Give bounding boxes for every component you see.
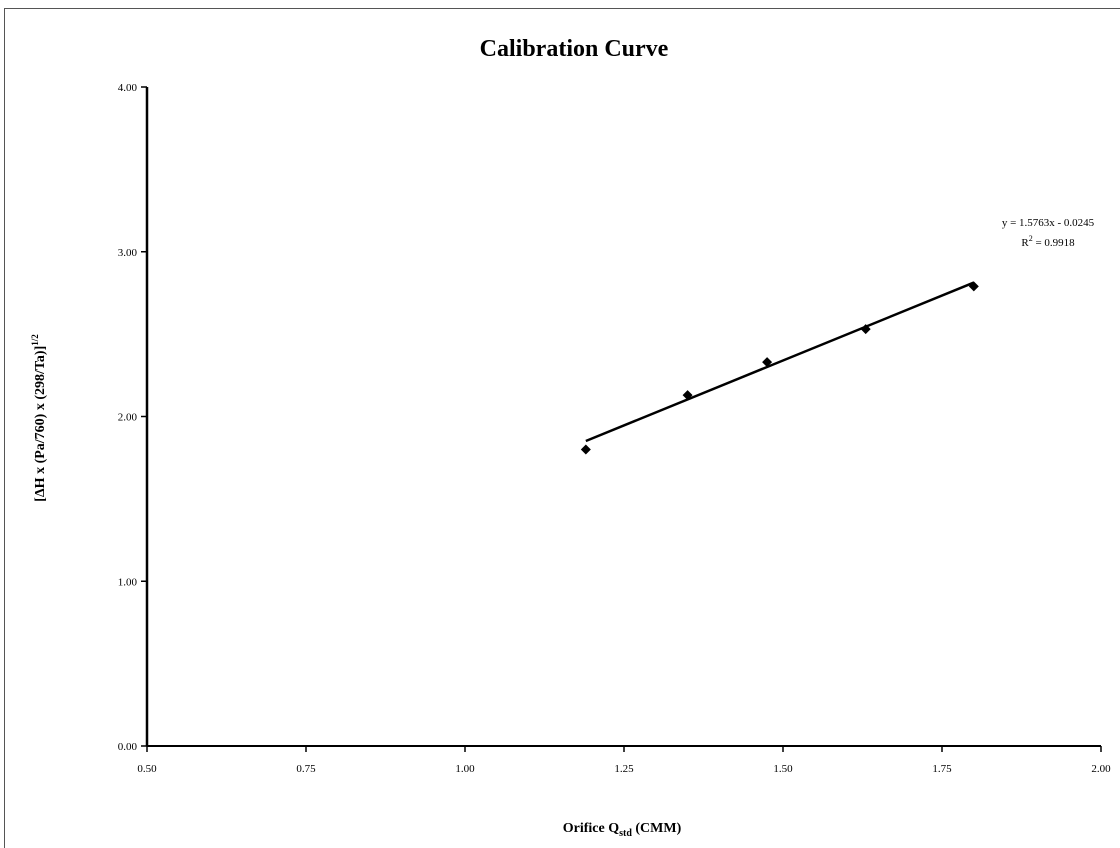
trendline-equation: y = 1.5763x - 0.0245 (1002, 217, 1095, 229)
x-axis-title: Orifice Qstd (CMM) (563, 821, 682, 839)
chart-title: Calibration Curve (480, 36, 669, 62)
y-axis-title-superscript: 1/2 (30, 334, 40, 346)
y-tick-label: 4.00 (118, 82, 138, 94)
y-tick-label: 1.00 (118, 576, 138, 588)
trendline (585, 281, 975, 443)
data-points (580, 281, 979, 455)
data-point (968, 281, 979, 292)
x-tick-label: 1.00 (455, 763, 475, 775)
x-tick-label: 1.25 (614, 763, 634, 775)
x-axis-ticks: 0.50 0.75 1.00 1.25 1.50 1.75 2.00 (137, 746, 1111, 775)
x-tick-label: 1.75 (932, 763, 952, 775)
r-squared-superscript: 2 (1029, 234, 1033, 243)
data-point (580, 444, 591, 455)
x-axis-title-suffix: (CMM) (632, 821, 682, 836)
x-axis-title-main: Orifice Q (563, 821, 619, 836)
x-tick-label: 0.50 (137, 763, 157, 775)
x-axis-title-subscript: std (619, 828, 632, 839)
chart-frame (4, 8, 1120, 848)
r-squared-label: R2 = 0.9918 (1021, 234, 1075, 249)
data-point (762, 357, 773, 368)
data-point (682, 390, 693, 401)
x-tick-label: 0.75 (296, 763, 316, 775)
x-tick-label: 1.50 (773, 763, 793, 775)
y-tick-label: 2.00 (118, 412, 138, 424)
r-squared-value: = 0.9918 (1033, 237, 1075, 249)
x-tick-label: 2.00 (1091, 763, 1111, 775)
r-squared-prefix: R (1021, 237, 1029, 249)
y-axis-title: [ΔH x (Pa/760) x (298/Ta)]1/2 (30, 334, 48, 502)
y-axis-title-main: [ΔH x (Pa/760) x (298/Ta)] (33, 346, 48, 502)
data-point (860, 324, 871, 335)
y-tick-label: 0.00 (118, 741, 138, 753)
y-axis-ticks: 0.00 1.00 2.00 3.00 4.00 (118, 82, 147, 753)
y-tick-label: 3.00 (118, 247, 138, 259)
